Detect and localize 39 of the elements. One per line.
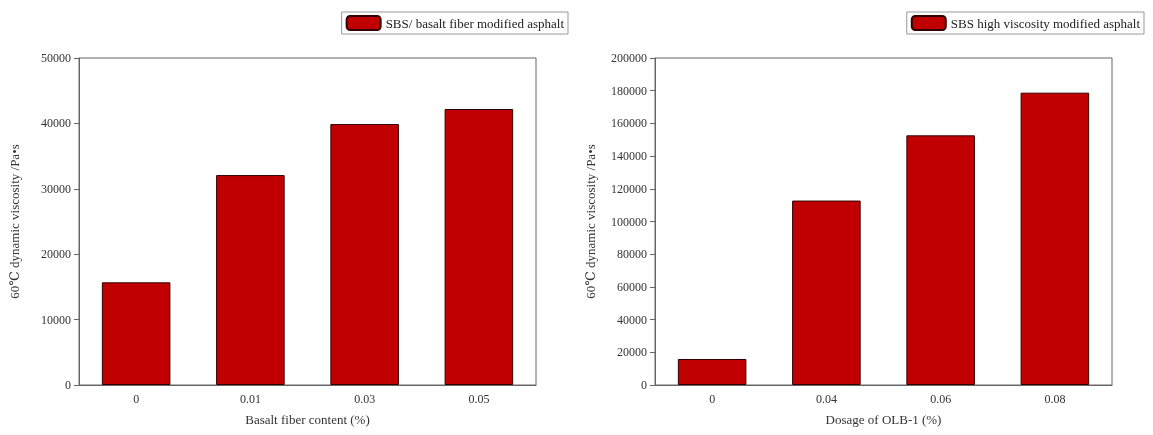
y-tick-label: 40000: [617, 312, 647, 327]
x-tick-label: 0.05: [468, 392, 490, 406]
legend-label: SBS high viscosity modified asphalt: [950, 15, 1141, 31]
y-tick-label: 0: [65, 378, 71, 392]
y-tick-label: 100000: [611, 214, 647, 229]
y-tick-label: 160000: [611, 116, 647, 131]
y-tick-label: 40000: [41, 116, 71, 131]
y-tick-label: 140000: [611, 149, 647, 164]
y-axis-title: 60℃ dynamic viscosity /Pa•s: [7, 144, 22, 299]
x-tick-label: 0.01: [239, 392, 261, 406]
legend-label: SBS/ basalt fiber modified asphalt: [385, 15, 565, 31]
bar: [216, 175, 285, 385]
x-tick-label: 0.06: [930, 392, 952, 406]
y-tick-label: 30000: [41, 181, 71, 196]
x-tick-label: 0: [133, 392, 140, 406]
y-tick-label: 60000: [617, 279, 647, 294]
x-tick-label: 0.04: [815, 392, 837, 406]
x-axis-title: Basalt fiber content (%): [245, 412, 370, 427]
x-tick-label: 0.08: [1044, 392, 1066, 406]
bar: [330, 124, 399, 385]
y-tick-label: 180000: [611, 83, 647, 98]
y-tick-label: 80000: [617, 247, 647, 262]
bar: [101, 282, 171, 385]
x-tick-label: 0: [709, 392, 716, 406]
x-axis-title: Dosage of OLB-1 (%): [825, 412, 942, 427]
y-tick-label: 50000: [41, 51, 71, 65]
y-tick-label: 120000: [611, 181, 647, 196]
bar: [677, 359, 747, 385]
y-tick-label: 20000: [617, 345, 647, 360]
y-tick-label: 20000: [41, 247, 71, 262]
y-axis-title: 60℃ dynamic viscosity /Pa•s: [583, 144, 598, 299]
x-tick-label: 0.03: [354, 392, 376, 406]
bar: [792, 200, 861, 385]
y-tick-label: 200000: [611, 51, 647, 65]
y-tick-label: 10000: [41, 312, 71, 327]
bar: [1020, 92, 1090, 385]
y-tick-label: 0: [641, 378, 647, 392]
bar: [444, 109, 514, 385]
bar: [906, 135, 975, 385]
